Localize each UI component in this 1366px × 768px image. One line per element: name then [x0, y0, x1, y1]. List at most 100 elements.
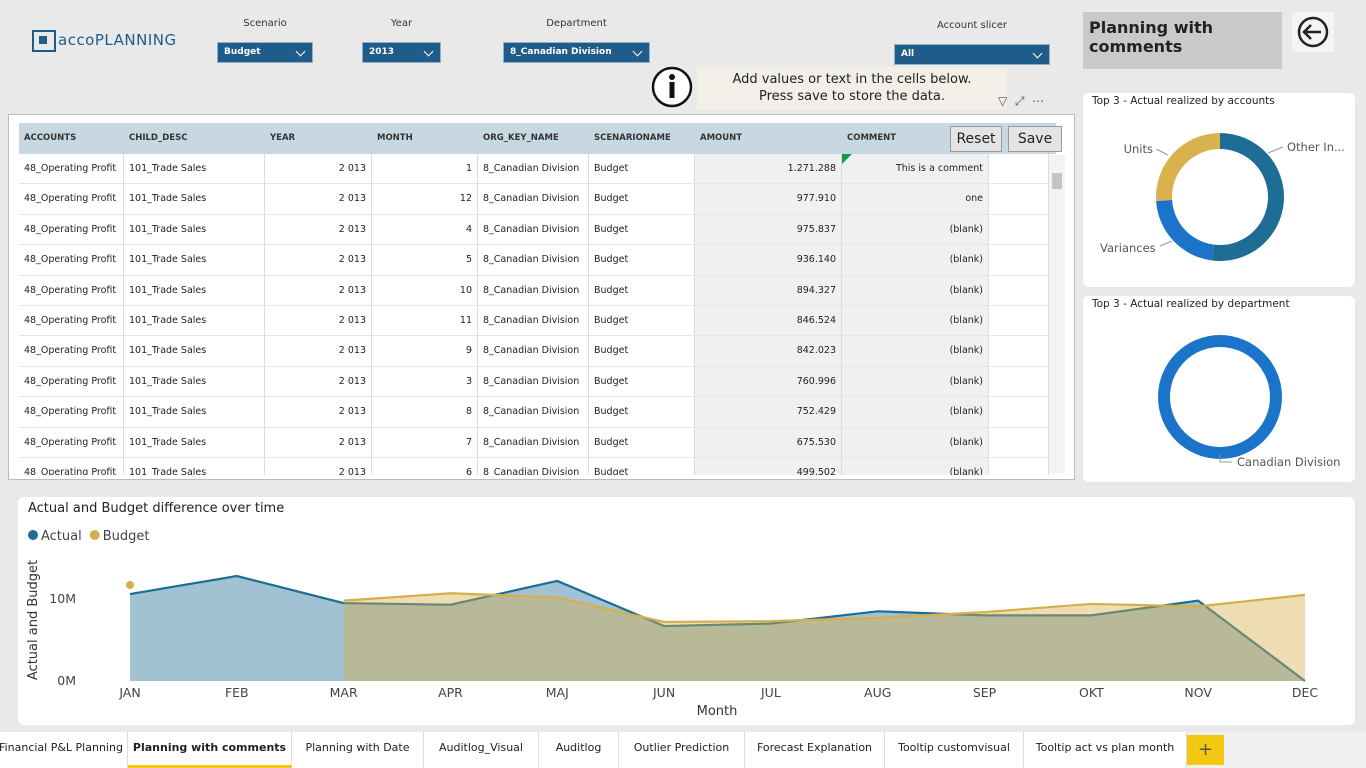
logo-icon — [32, 30, 56, 52]
table-cell: 48_Operating Profit — [19, 336, 124, 367]
logo: accoPLANNING — [58, 31, 177, 49]
tab[interactable]: Forecast Explanation — [745, 732, 885, 768]
table-cell: 8 — [372, 397, 478, 428]
dropdown[interactable]: Budget — [217, 42, 313, 63]
table-cell: 101_Trade Sales — [124, 306, 265, 337]
save-button[interactable]: Save — [1008, 126, 1062, 152]
y-tick-label: 10M — [49, 591, 76, 606]
table-cell: 499.502 — [695, 458, 842, 475]
donut-label: Variances — [1100, 241, 1156, 255]
legend-label: Budget — [103, 529, 150, 544]
back-circle — [1297, 16, 1329, 48]
table-cell-empty — [989, 214, 1049, 246]
table-cell: 842.023 — [695, 336, 842, 367]
tab[interactable]: Outlier Prediction — [619, 732, 745, 768]
table-cell: 5 — [372, 245, 478, 276]
table-cell[interactable]: (blank) — [842, 214, 989, 246]
table-cell: Budget — [589, 366, 695, 398]
table-cell: 8_Canadian Division — [478, 458, 589, 475]
dropdown[interactable]: 8_Canadian Division — [503, 42, 650, 63]
column-header: ORG_KEY_NAME — [483, 133, 559, 143]
table-cell[interactable]: This is a comment — [842, 154, 989, 185]
x-tick-label: MAR — [330, 685, 358, 700]
tab[interactable]: Planning with Date — [292, 732, 424, 768]
reset-button[interactable]: Reset — [950, 126, 1002, 152]
table-cell: 760.996 — [695, 366, 842, 398]
x-tick-label: SEP — [973, 685, 997, 700]
comment-marker — [842, 154, 852, 164]
table-cell[interactable]: (blank) — [842, 366, 989, 398]
x-tick-label: JAN — [118, 685, 140, 700]
donut-slice — [1156, 200, 1214, 261]
table-cell[interactable]: (blank) — [842, 245, 989, 276]
visual-toolbar[interactable]: ▽ ⤢ ⋯ — [998, 94, 1045, 108]
x-tick-label: NOV — [1184, 685, 1212, 700]
table-cell[interactable]: (blank) — [842, 458, 989, 475]
leader-line — [1267, 146, 1284, 154]
table-visual: ACCOUNTS CHILD_DESC YEAR MONTH ORG_KEY_NAME S… — [8, 114, 1075, 480]
table-cell: 2 013 — [265, 214, 372, 246]
table-cell: 101_Trade Sales — [124, 154, 265, 185]
tab[interactable]: Planning with comments — [128, 732, 292, 768]
table-cell-empty — [989, 245, 1049, 276]
table-cell: 894.327 — [695, 275, 842, 306]
info-bar — [669, 82, 675, 98]
table-cell: 7 — [372, 427, 478, 458]
table-cell[interactable]: one — [842, 184, 989, 215]
table-cell: 101_Trade Sales — [124, 336, 265, 367]
column-header: ACCOUNTS — [24, 133, 77, 143]
table-cell: 1.271.288 — [695, 154, 842, 185]
filter-label: Scenario — [243, 18, 287, 29]
y-axis-label: Actual and Budget — [26, 560, 41, 680]
table-cell: 48_Operating Profit — [19, 366, 124, 398]
table-cell: 8_Canadian Division — [478, 184, 589, 215]
table-cell-empty — [989, 397, 1049, 428]
table-cell: Budget — [589, 245, 695, 276]
column-header: CHILD_DESC — [129, 133, 188, 143]
dropdown[interactable]: All — [894, 44, 1050, 65]
table-cell: 2 013 — [265, 366, 372, 398]
table-cell[interactable]: (blank) — [842, 306, 989, 337]
table-cell: Budget — [589, 154, 695, 185]
table-cell: Budget — [589, 458, 695, 475]
tab[interactable]: Auditlog — [539, 732, 619, 768]
back-button[interactable] — [1292, 12, 1334, 52]
table-cell: Budget — [589, 275, 695, 306]
column-header: MONTH — [377, 133, 413, 143]
table-cell: 675.530 — [695, 427, 842, 458]
table-cell-empty — [989, 184, 1049, 215]
table-cell: 8_Canadian Division — [478, 397, 589, 428]
donut-slice — [1211, 133, 1284, 261]
table-cell: 10 — [372, 275, 478, 306]
table-cell: 8_Canadian Division — [478, 366, 589, 398]
scrollbar[interactable] — [1049, 155, 1065, 473]
table-cell: 4 — [372, 214, 478, 246]
table-cell: 2 013 — [265, 458, 372, 475]
table-cell[interactable]: (blank) — [842, 275, 989, 306]
table-cell[interactable]: (blank) — [842, 336, 989, 367]
area — [343, 593, 1305, 681]
table-cell: 48_Operating Profit — [19, 427, 124, 458]
tab[interactable]: Financial P&L Planning — [0, 732, 128, 768]
tab-bar: Financial P&L Planning Planning with comm… — [0, 732, 1366, 768]
tab[interactable]: Tooltip act vs plan month — [1024, 732, 1187, 768]
table-cell: 48_Operating Profit — [19, 184, 124, 215]
chart-title: Actual and Budget difference over time — [28, 501, 284, 516]
table-cell: 752.429 — [695, 397, 842, 428]
dropdown[interactable]: 2013 — [362, 42, 441, 63]
table-cell[interactable]: (blank) — [842, 427, 989, 458]
table-cell: 936.140 — [695, 245, 842, 276]
x-tick-label: APR — [438, 685, 463, 700]
add-tab[interactable]: + — [1187, 735, 1224, 765]
table-cell: 48_Operating Profit — [19, 214, 124, 246]
table-cell[interactable]: (blank) — [842, 397, 989, 428]
filter-label: Account slicer — [936, 20, 1008, 31]
x-tick-label: JUN — [652, 685, 675, 700]
tab[interactable]: Auditlog_Visual — [424, 732, 539, 768]
table-cell: Budget — [589, 397, 695, 428]
tab[interactable]: Tooltip customvisual — [885, 732, 1024, 768]
table-cell: Budget — [589, 427, 695, 458]
donut-label: Canadian Division — [1237, 455, 1340, 469]
table-cell: 101_Trade Sales — [124, 275, 265, 306]
donut-slice — [1156, 133, 1220, 202]
